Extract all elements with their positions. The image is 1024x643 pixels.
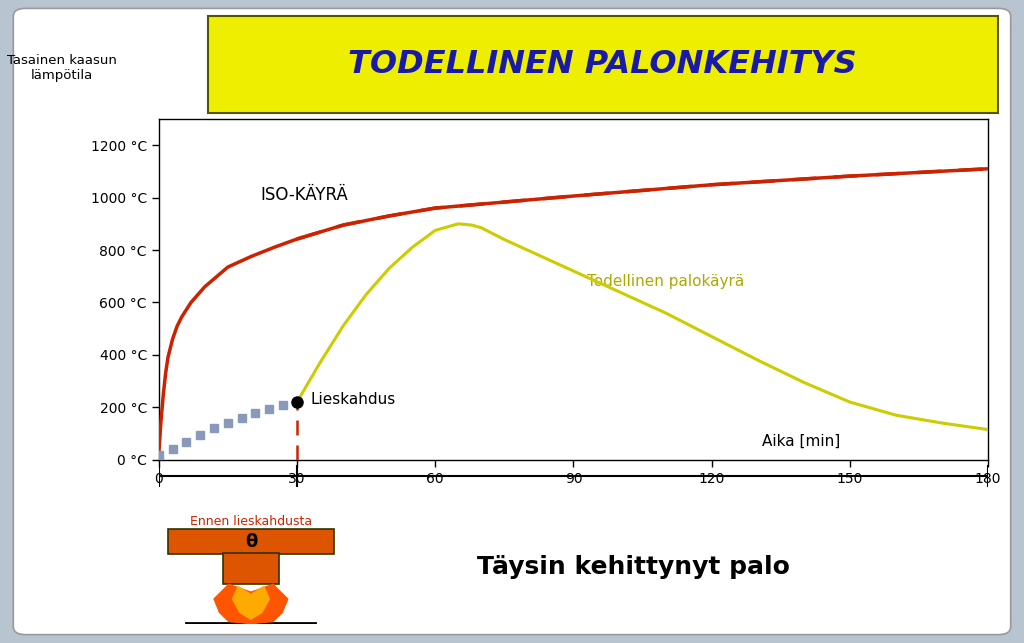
Text: Todellinen palokäyrä: Todellinen palokäyrä — [588, 274, 744, 289]
Bar — [168, 529, 334, 554]
Text: TODELLINEN PALONKEHITYS: TODELLINEN PALONKEHITYS — [348, 50, 856, 80]
Text: Tasainen kaasun
lämpötila: Tasainen kaasun lämpötila — [6, 53, 117, 82]
Text: Täysin kehittynyt palo: Täysin kehittynyt palo — [477, 556, 791, 579]
Text: Lieskahdus: Lieskahdus — [311, 392, 396, 407]
Bar — [223, 553, 279, 584]
Polygon shape — [214, 584, 288, 624]
Text: Ennen lieskahdusta: Ennen lieskahdusta — [189, 514, 312, 527]
Text: θ: θ — [245, 532, 257, 550]
FancyBboxPatch shape — [13, 8, 1011, 635]
Polygon shape — [232, 586, 269, 619]
Text: ISO-KÄYRÄ: ISO-KÄYRÄ — [260, 186, 348, 204]
FancyBboxPatch shape — [208, 16, 998, 113]
Text: Aika [min]: Aika [min] — [763, 433, 841, 448]
